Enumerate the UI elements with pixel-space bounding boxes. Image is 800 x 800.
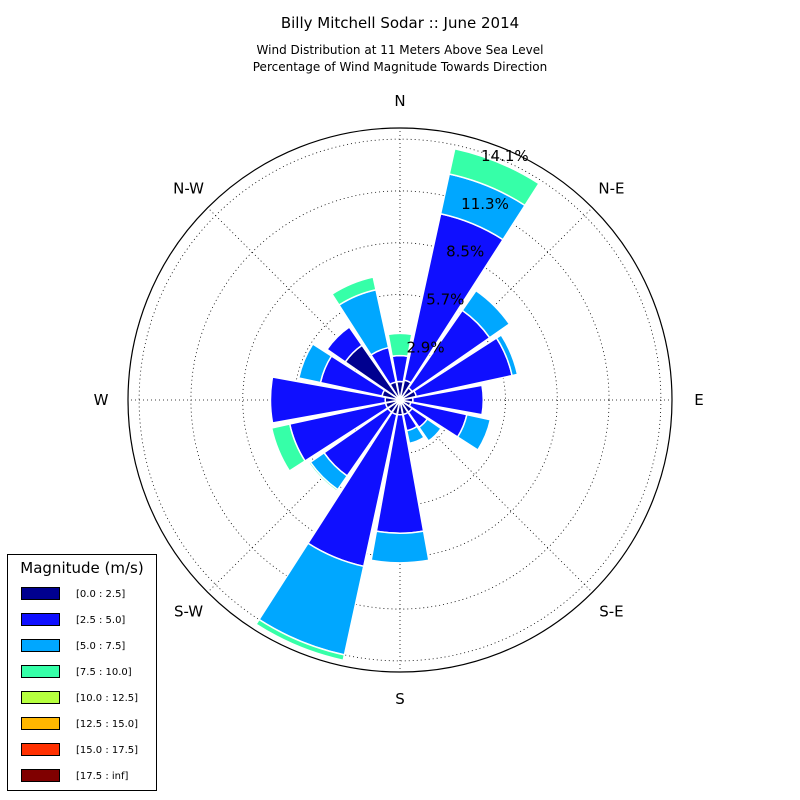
legend-swatch: [21, 769, 60, 782]
bar-sector-2-bin-4: [448, 147, 540, 207]
ring-label-3: 8.5%: [446, 243, 484, 261]
bar-sector-7-bin-3: [417, 417, 443, 443]
direction-label-n-e: N-E: [598, 180, 624, 198]
grid-spoke-6: [207, 399, 401, 593]
legend-swatch: [21, 691, 60, 704]
bar-sector-12-bin-4: [270, 423, 307, 473]
legend-label: [0.0 : 2.5]: [76, 589, 126, 600]
legend-label: [7.5 : 10.0]: [76, 667, 132, 678]
legend-label: [15.0 : 17.5]: [76, 745, 139, 756]
bar-sector-8-bin-3: [405, 425, 426, 445]
ring-label-5: 14.1%: [481, 147, 529, 165]
legend-swatch: [21, 665, 60, 678]
grid-ring-2: [294, 294, 506, 506]
grid-spoke-4: [399, 399, 593, 593]
direction-label-w: W: [94, 391, 109, 409]
bar-sector-3-bin-3: [461, 289, 511, 339]
legend-swatch: [21, 743, 60, 756]
legend-label: [17.5 : inf]: [76, 771, 129, 782]
direction-label-s: S: [395, 690, 405, 708]
bar-sector-11-bin-4: [307, 461, 339, 493]
bar-sector-14-bin-3: [297, 342, 333, 384]
direction-label-n: N: [394, 92, 405, 110]
legend-label: [5.0 : 7.5]: [76, 641, 126, 652]
legend-label: [12.5 : 15.0]: [76, 719, 139, 730]
direction-label-e: E: [694, 391, 703, 409]
legend-label: [2.5 : 5.0]: [76, 615, 126, 626]
bar-sector-5-bin-2: [411, 384, 485, 416]
chart-subtitle-line-2: Percentage of Wind Magnitude Towards Dir…: [253, 60, 547, 74]
bar-sector-13-bin-2: [269, 376, 387, 424]
bar-sector-6-bin-3: [456, 413, 492, 452]
bar-sector-1-bin-4: [387, 332, 413, 358]
bar-sector-9-bin-3: [370, 530, 430, 564]
direction-label-s-w: S-W: [174, 602, 203, 620]
ring-label-1: 2.9%: [406, 338, 444, 356]
legend-title: Magnitude (m/s): [20, 559, 144, 577]
grid-spoke-2: [399, 207, 593, 401]
legend-swatch: [21, 639, 60, 652]
grid-ring-3: [242, 242, 558, 558]
legend-swatch: [21, 613, 60, 626]
bar-sector-15-bin-2: [326, 326, 364, 364]
ring-label-2: 5.7%: [426, 291, 464, 309]
legend-swatch: [21, 587, 60, 600]
bar-sector-16-bin-4: [330, 276, 377, 307]
polar-labels: N N-E E S-E S S-W W N-W 2.9% 5.7% 8.5% 11.3% 14.1%: [94, 92, 704, 708]
wind-bars: [255, 147, 540, 662]
polar-outline: [127, 127, 673, 673]
grid-ring-4: [190, 190, 610, 610]
direction-label-s-e: S-E: [599, 602, 623, 620]
legend-swatch: [21, 717, 60, 730]
bar-sector-10-bin-4: [255, 618, 346, 662]
legend: Magnitude (m/s) [0.0 : 2.5] [2.5 : 5.0] [5…: [7, 554, 157, 791]
grid-spoke-8: [207, 207, 401, 401]
ring-label-4: 11.3%: [461, 195, 509, 213]
direction-label-n-w: N-W: [173, 180, 204, 198]
chart-subtitle-line-1: Wind Distribution at 11 Meters Above Sea…: [257, 43, 544, 57]
bar-sector-4-bin-3: [495, 333, 519, 377]
chart-title: Billy Mitchell Sodar :: June 2014: [281, 14, 519, 32]
legend-label: [10.0 : 12.5]: [76, 693, 139, 704]
